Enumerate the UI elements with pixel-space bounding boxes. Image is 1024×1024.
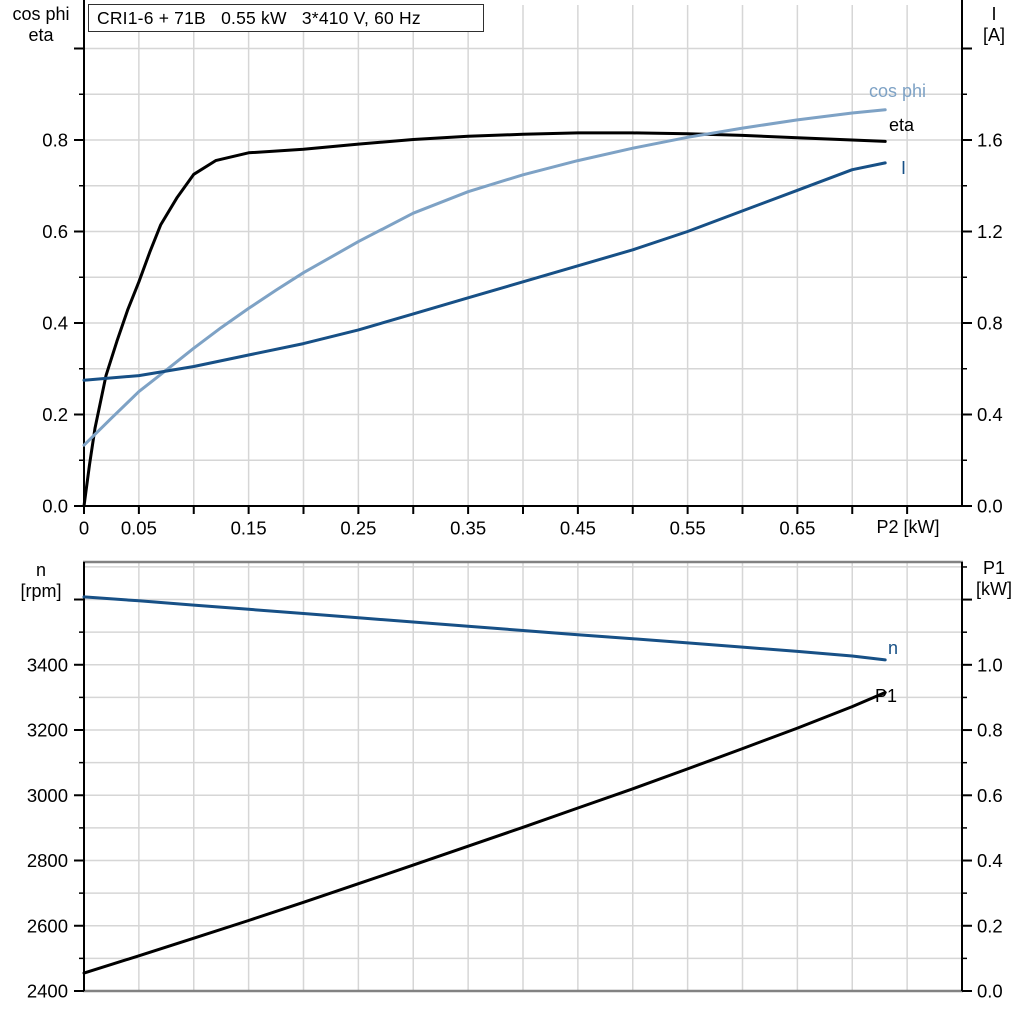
top-right-axis-title: I [A] bbox=[966, 4, 1022, 46]
x-tick-label: 0 bbox=[79, 518, 89, 539]
right-tick-label: 0.4 bbox=[977, 850, 1003, 871]
axis-title-speed: n bbox=[35, 560, 46, 580]
x-tick-label: 0.55 bbox=[670, 518, 706, 539]
right-tick-label: 0.0 bbox=[977, 981, 1003, 1002]
right-tick-label: 1.2 bbox=[977, 221, 1003, 242]
curve-label-cos-phi: cos phi bbox=[869, 81, 927, 101]
series-curve-n bbox=[82, 595, 887, 662]
axis-title-p1-unit: [kW] bbox=[976, 579, 1012, 599]
right-tick-label: 1.0 bbox=[977, 654, 1003, 675]
left-tick-label: 3000 bbox=[27, 785, 68, 806]
axis-title-p1: P1 bbox=[982, 558, 1006, 578]
left-tick-label: 3200 bbox=[27, 720, 68, 741]
x-tick-label: 0.45 bbox=[560, 518, 596, 539]
curve-label-speed: n bbox=[888, 638, 899, 658]
curve-label-p1: P1 bbox=[875, 686, 898, 706]
left-tick-label: 3400 bbox=[27, 654, 68, 675]
chart-title: CRI1-6 + 71B 0.55 kW 3*410 V, 60 Hz bbox=[97, 7, 421, 28]
left-tick-label: 2400 bbox=[27, 981, 68, 1002]
left-tick-label: 0.6 bbox=[42, 221, 68, 242]
axis-title-current: I bbox=[991, 4, 997, 24]
right-tick-label: 1.6 bbox=[977, 130, 1003, 151]
bottom-left-axis-title: n [rpm] bbox=[2, 560, 80, 602]
left-tick-label: 0.2 bbox=[42, 404, 68, 425]
x-tick-label: 0.25 bbox=[340, 518, 376, 539]
left-tick-label: 0.0 bbox=[42, 496, 68, 517]
series-curve-I bbox=[82, 161, 887, 382]
chart-title-box: CRI1-6 + 71B 0.55 kW 3*410 V, 60 Hz bbox=[88, 4, 484, 32]
x-tick-label: 0.65 bbox=[779, 518, 815, 539]
right-tick-label: 0.0 bbox=[977, 496, 1003, 517]
right-tick-label: 0.8 bbox=[977, 313, 1003, 334]
curve-label-current: I bbox=[901, 158, 907, 178]
right-tick-label: 0.6 bbox=[977, 785, 1003, 806]
right-tick-label: 0.8 bbox=[977, 720, 1003, 741]
series-curve-eta bbox=[82, 131, 887, 508]
series-curve-cos-phi bbox=[82, 108, 887, 447]
left-tick-label: 2600 bbox=[27, 915, 68, 936]
x-axis-title: P2 [kW] bbox=[828, 517, 988, 538]
axis-title-eta: eta bbox=[28, 25, 54, 45]
x-axis-title-text: P2 [kW] bbox=[876, 517, 940, 537]
curve-label-eta: eta bbox=[889, 115, 915, 135]
right-tick-label: 0.2 bbox=[977, 915, 1003, 936]
left-tick-label: 0.8 bbox=[42, 130, 68, 151]
bottom-right-axis-title: P1 [kW] bbox=[964, 558, 1024, 600]
right-tick-label: 0.4 bbox=[977, 404, 1003, 425]
axis-title-current-unit: [A] bbox=[982, 25, 1005, 45]
x-tick-label: 0.35 bbox=[450, 518, 486, 539]
left-tick-label: 0.4 bbox=[42, 313, 68, 334]
x-tick-label: 0.05 bbox=[121, 518, 157, 539]
series-curve-P1 bbox=[82, 691, 887, 975]
x-tick-label: 0.15 bbox=[231, 518, 267, 539]
axis-title-cos-phi: cos phi bbox=[12, 4, 70, 24]
left-tick-label: 2800 bbox=[27, 850, 68, 871]
top-left-axis-title: cos phi eta bbox=[2, 4, 80, 46]
axis-title-speed-unit: [rpm] bbox=[20, 581, 62, 601]
